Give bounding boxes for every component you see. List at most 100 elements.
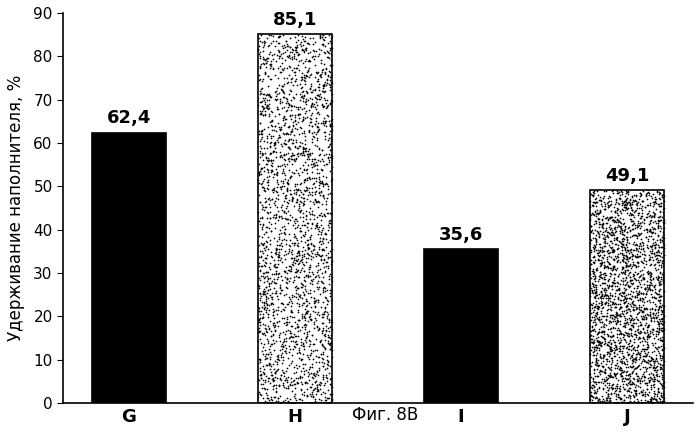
- Point: [648, 366, 659, 373]
- Point: [617, 290, 629, 297]
- Point: [253, 71, 265, 78]
- Point: [326, 274, 337, 281]
- Point: [254, 198, 265, 205]
- Point: [315, 74, 326, 81]
- Point: [617, 375, 628, 382]
- Point: [655, 243, 666, 250]
- Point: [591, 210, 602, 217]
- Point: [587, 327, 598, 334]
- Point: [325, 362, 336, 369]
- Point: [603, 386, 614, 393]
- Point: [634, 220, 645, 226]
- Point: [300, 158, 311, 165]
- Point: [320, 150, 331, 157]
- Point: [306, 110, 317, 117]
- Point: [584, 265, 596, 272]
- Point: [657, 316, 668, 323]
- Point: [594, 317, 605, 324]
- Point: [593, 338, 604, 345]
- Point: [261, 161, 272, 168]
- Point: [605, 395, 616, 402]
- Point: [603, 385, 615, 392]
- Point: [311, 68, 322, 75]
- Point: [648, 284, 659, 291]
- Point: [586, 335, 597, 342]
- Point: [594, 275, 605, 282]
- Point: [314, 274, 325, 281]
- Point: [258, 351, 269, 358]
- Point: [314, 126, 325, 133]
- Point: [624, 227, 636, 234]
- Point: [586, 280, 597, 287]
- Point: [295, 335, 307, 342]
- Point: [272, 271, 284, 278]
- Point: [608, 296, 620, 303]
- Point: [271, 367, 282, 374]
- Point: [624, 254, 635, 261]
- Point: [321, 230, 332, 237]
- Point: [608, 264, 619, 271]
- Point: [615, 239, 626, 246]
- Point: [600, 225, 611, 232]
- Point: [308, 134, 319, 141]
- Point: [280, 192, 291, 199]
- Point: [272, 137, 283, 144]
- Point: [652, 252, 664, 259]
- Point: [601, 322, 612, 329]
- Point: [290, 240, 301, 247]
- Point: [617, 244, 628, 251]
- Point: [638, 369, 650, 376]
- Point: [323, 48, 334, 55]
- Point: [601, 255, 612, 262]
- Point: [587, 301, 598, 308]
- Point: [607, 187, 618, 194]
- Point: [646, 329, 657, 336]
- Point: [278, 94, 289, 101]
- Point: [633, 222, 644, 229]
- Point: [588, 344, 599, 351]
- Point: [621, 196, 632, 203]
- Point: [614, 223, 625, 230]
- Point: [307, 96, 318, 103]
- Point: [607, 267, 618, 274]
- Point: [617, 274, 629, 281]
- Point: [266, 228, 277, 235]
- Point: [648, 228, 659, 235]
- Point: [601, 220, 612, 226]
- Point: [310, 158, 321, 165]
- Point: [587, 376, 598, 383]
- Point: [612, 265, 623, 272]
- Point: [292, 218, 303, 225]
- Point: [297, 169, 308, 176]
- Point: [317, 32, 328, 39]
- Point: [651, 373, 662, 380]
- Point: [278, 319, 289, 326]
- Point: [281, 394, 293, 401]
- Point: [625, 363, 636, 370]
- Point: [600, 299, 611, 306]
- Point: [319, 71, 330, 78]
- Point: [630, 252, 641, 259]
- Point: [264, 64, 275, 71]
- Point: [634, 274, 645, 281]
- Point: [269, 347, 280, 354]
- Point: [314, 73, 326, 80]
- Point: [279, 152, 290, 158]
- Point: [275, 393, 286, 400]
- Point: [636, 205, 647, 212]
- Point: [632, 399, 643, 406]
- Point: [309, 298, 320, 305]
- Point: [302, 245, 314, 252]
- Point: [591, 285, 602, 292]
- Point: [612, 242, 624, 249]
- Point: [604, 345, 615, 352]
- Point: [619, 204, 630, 211]
- Point: [609, 314, 620, 321]
- Point: [619, 198, 630, 205]
- Point: [270, 88, 281, 95]
- Point: [268, 235, 279, 242]
- Point: [260, 304, 271, 311]
- Point: [284, 130, 295, 137]
- Point: [654, 213, 665, 220]
- Point: [594, 193, 606, 200]
